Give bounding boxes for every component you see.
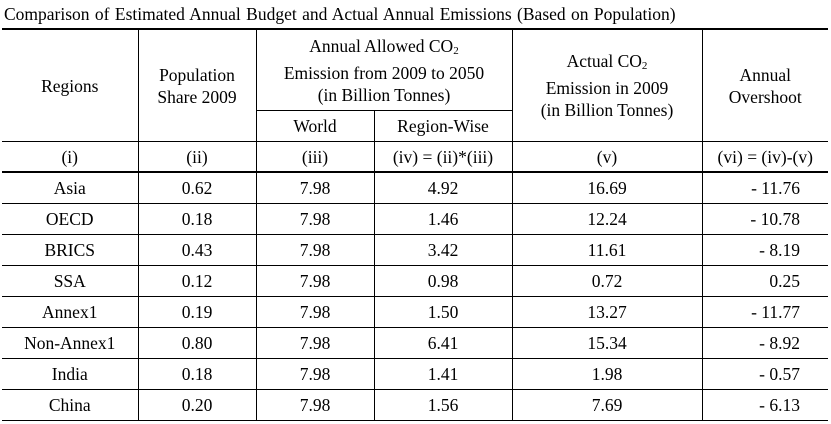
cell-population-share: 0.43 [137,234,256,266]
cell-world: 7.98 [255,389,374,421]
header-actual: Actual CO2 Emission in 2009 (in Billion … [511,28,702,142]
cell-world: 7.98 [255,358,374,390]
header-regions: Regions [2,28,138,142]
cell-region: Non-Annex1 [2,327,138,359]
cell-region: China [2,389,138,421]
cell-world: 7.98 [255,296,374,328]
column-id: (v) [511,141,702,173]
cell-region-wise: 1.56 [373,389,512,421]
cell-overshoot: - 8.92 [701,327,828,359]
table-row: China 0.20 7.98 1.56 7.69 - 6.13 [2,389,828,421]
column-id: (ii) [137,141,256,173]
cell-overshoot: - 0.57 [701,358,828,390]
column-id: (vi) = (iv)-(v) [701,141,828,173]
cell-region: Annex1 [2,296,138,328]
cell-actual: 1.98 [511,358,702,390]
cell-actual: 7.69 [511,389,702,421]
cell-region-wise: 1.46 [373,203,512,235]
cell-region-wise: 6.41 [373,327,512,359]
header-actual-line1: Actual CO [566,51,642,71]
header-region-wise: Region-Wise [373,110,512,142]
cell-actual: 12.24 [511,203,702,235]
cell-overshoot: 0.25 [701,265,828,297]
header-allowed-line3: (in Billion Tonnes) [317,84,451,105]
header-overshoot-line2: Overshoot [728,86,802,107]
table-body: Asia 0.62 7.98 4.92 16.69 - 11.76 OECD 0… [2,172,828,421]
table-row: OECD 0.18 7.98 1.46 12.24 - 10.78 [2,203,828,235]
cell-population-share: 0.18 [137,203,256,235]
header-actual-sub: 2 [641,60,648,72]
cell-region: India [2,358,138,390]
column-id: (i) [2,141,138,173]
column-id: (iii) [255,141,374,173]
table-row: Annex1 0.19 7.98 1.50 13.27 - 11.77 [2,296,828,328]
cell-region-wise: 0.98 [373,265,512,297]
table-row: Non-Annex1 0.80 7.98 6.41 15.34 - 8.92 [2,327,828,359]
table-header: Regions Population Share 2009 Annual All… [2,28,828,173]
cell-overshoot: - 10.78 [701,203,828,235]
cell-actual: 0.72 [511,265,702,297]
cell-overshoot: - 6.13 [701,389,828,421]
header-population-line1: Population [159,64,235,85]
header-allowed-line1: Annual Allowed CO [309,35,454,56]
cell-region-wise: 1.41 [373,358,512,390]
column-id: (iv) = (ii)*(iii) [373,141,512,173]
header-world: World [255,110,374,142]
header-population: Population Share 2009 [137,28,256,142]
cell-overshoot: - 11.76 [701,172,828,204]
cell-population-share: 0.19 [137,296,256,328]
cell-region: BRICS [2,234,138,266]
header-regions-label: Regions [41,75,99,96]
header-actual-line2: Emission in 2009 [545,78,669,98]
emissions-table: Regions Population Share 2009 Annual All… [2,28,828,421]
cell-population-share: 0.80 [137,327,256,359]
header-allowed: Annual Allowed CO2 Emission from 2009 to… [255,28,512,111]
table-row: India 0.18 7.98 1.41 1.98 - 0.57 [2,358,828,390]
cell-population-share: 0.20 [137,389,256,421]
cell-region: Asia [2,172,138,204]
header-overshoot: Annual Overshoot [701,28,828,142]
cell-actual: 15.34 [511,327,702,359]
cell-overshoot: - 11.77 [701,296,828,328]
cell-region-wise: 1.50 [373,296,512,328]
cell-population-share: 0.62 [137,172,256,204]
cell-region: OECD [2,203,138,235]
cell-region-wise: 4.92 [373,172,512,204]
cell-world: 7.98 [255,203,374,235]
header-overshoot-line1: Annual [739,64,792,85]
table-caption: Comparison of Estimated Annual Budget an… [4,4,676,24]
cell-world: 7.98 [255,172,374,204]
cell-region: SSA [2,265,138,297]
header-allowed-sub: 2 [453,44,459,57]
table-row: Asia 0.62 7.98 4.92 16.69 - 11.76 [2,172,828,204]
header-actual-line3: (in Billion Tonnes) [540,100,674,120]
header-allowed-line2: Emission from 2009 to 2050 [283,62,485,83]
cell-overshoot: - 8.19 [701,234,828,266]
cell-actual: 11.61 [511,234,702,266]
cell-world: 7.98 [255,234,374,266]
header-population-line2: Share 2009 [157,86,237,107]
table-row: SSA 0.12 7.98 0.98 0.72 0.25 [2,265,828,297]
cell-actual: 16.69 [511,172,702,204]
cell-world: 7.98 [255,327,374,359]
cell-region-wise: 3.42 [373,234,512,266]
cell-population-share: 0.12 [137,265,256,297]
table-row: BRICS 0.43 7.98 3.42 11.61 - 8.19 [2,234,828,266]
cell-world: 7.98 [255,265,374,297]
cell-actual: 13.27 [511,296,702,328]
cell-population-share: 0.18 [137,358,256,390]
